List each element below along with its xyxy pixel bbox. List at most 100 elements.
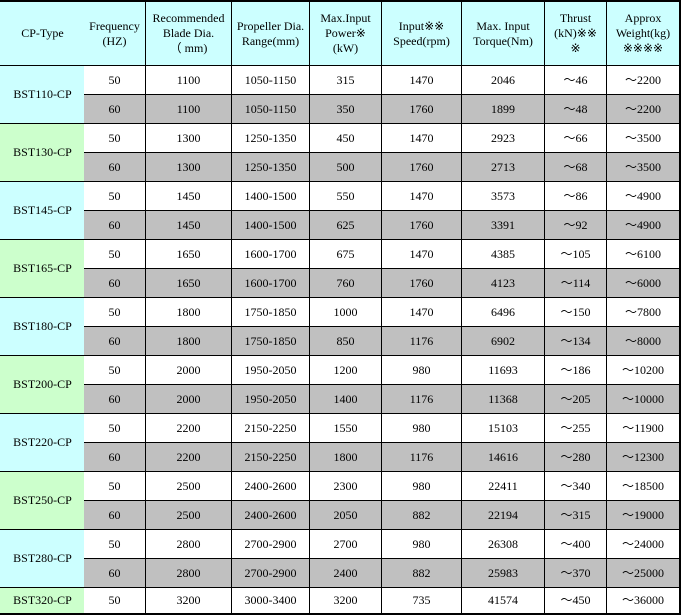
cell-text: Max. Input bbox=[476, 18, 530, 33]
header-cell: CP-Type bbox=[0, 2, 86, 66]
cell-text: 1050-1150 bbox=[244, 101, 297, 116]
data-cell: ～6100 bbox=[607, 240, 681, 269]
cell-text: ～2200 bbox=[624, 72, 661, 87]
data-cell: ～66 bbox=[545, 124, 607, 153]
cell-text: 1800 bbox=[333, 449, 358, 464]
cell-text: ～10000 bbox=[621, 391, 664, 406]
cell-text: 50 bbox=[108, 593, 121, 607]
data-cell: 50 bbox=[84, 298, 146, 327]
data-cell: ～12300 bbox=[607, 443, 681, 472]
cell-text: Approx bbox=[624, 11, 662, 25]
cell-text: ～19000 bbox=[621, 507, 664, 522]
data-cell: 60 bbox=[84, 385, 146, 414]
cell-text: ～6100 bbox=[624, 246, 661, 261]
data-cell: 735 bbox=[382, 588, 462, 615]
cell-text: Propeller Dia. bbox=[236, 18, 305, 33]
data-cell: ～10200 bbox=[607, 356, 681, 385]
data-cell: 14616 bbox=[462, 443, 545, 472]
data-cell: 50 bbox=[84, 66, 146, 95]
cell-text: 22194 bbox=[488, 507, 518, 522]
data-cell: 22411 bbox=[462, 472, 545, 501]
data-cell: ～19000 bbox=[607, 501, 681, 530]
cell-text: Torque(Nm) bbox=[473, 33, 533, 48]
data-cell: ～86 bbox=[545, 182, 607, 211]
cell-text: 60 bbox=[108, 565, 121, 580]
data-cell: 3391 bbox=[462, 211, 545, 240]
data-cell: 1760 bbox=[382, 95, 462, 124]
data-cell: ～105 bbox=[545, 240, 607, 269]
cell-text: 1950-2050 bbox=[244, 362, 297, 377]
cell-text: ～150 bbox=[560, 304, 591, 319]
cell-text: ～48 bbox=[563, 101, 588, 116]
data-cell: ～18500 bbox=[607, 472, 681, 501]
cell-text: ～68 bbox=[563, 159, 588, 174]
data-cell: 50 bbox=[84, 240, 146, 269]
data-cell: 1800 bbox=[146, 327, 232, 356]
data-cell: 2000 bbox=[146, 356, 232, 385]
data-cell: 2050 bbox=[310, 501, 382, 530]
data-cell: 4385 bbox=[462, 240, 545, 269]
cell-text: ～2200 bbox=[624, 101, 661, 116]
cell-text: Speed(rpm) bbox=[393, 33, 450, 48]
cell-text: 2046 bbox=[491, 72, 515, 87]
data-cell: 1950-2050 bbox=[232, 385, 310, 414]
cell-text: 980 bbox=[412, 362, 431, 377]
cell-text: 980 bbox=[412, 478, 431, 493]
data-cell: 1760 bbox=[382, 153, 462, 182]
data-cell: ～92 bbox=[545, 211, 607, 240]
cell-text: 1760 bbox=[409, 159, 434, 174]
cell-text: ～3500 bbox=[624, 130, 661, 145]
data-cell: 1250-1350 bbox=[232, 124, 310, 153]
cell-text: 882 bbox=[412, 565, 431, 580]
data-cell: 50 bbox=[84, 472, 146, 501]
data-cell: 1760 bbox=[382, 211, 462, 240]
cell-text: 1450 bbox=[176, 188, 201, 203]
cell-text: Recommended bbox=[152, 11, 225, 25]
model-cell: BST110-CP bbox=[0, 66, 86, 124]
data-cell: ～6000 bbox=[607, 269, 681, 298]
data-cell: 1050-1150 bbox=[232, 66, 310, 95]
data-cell: 1550 bbox=[310, 414, 382, 443]
cell-text: 2150-2250 bbox=[244, 420, 297, 435]
cell-text: 1400 bbox=[333, 391, 358, 406]
data-cell: ～400 bbox=[545, 530, 607, 559]
data-cell: 2046 bbox=[462, 66, 545, 95]
data-cell: 850 bbox=[310, 327, 382, 356]
header-cell: Approx Weight(kg) ※※※※ bbox=[607, 2, 681, 66]
data-cell: 2300 bbox=[310, 472, 382, 501]
cell-text: BST110-CP bbox=[13, 87, 72, 101]
data-cell: 3200 bbox=[310, 588, 382, 615]
data-cell: 6902 bbox=[462, 327, 545, 356]
cell-text: 1400-1500 bbox=[244, 217, 297, 232]
cell-text: 3200 bbox=[176, 593, 201, 607]
data-cell: 882 bbox=[382, 559, 462, 588]
data-cell: 1250-1350 bbox=[232, 153, 310, 182]
cell-text: 15103 bbox=[488, 420, 518, 435]
data-cell: 3000-3400 bbox=[232, 588, 310, 615]
cell-text: ～315 bbox=[560, 507, 591, 522]
data-cell: 26308 bbox=[462, 530, 545, 559]
cell-text: Thrust bbox=[559, 11, 592, 25]
cell-text: 760 bbox=[336, 275, 355, 290]
cell-text: 2500 bbox=[176, 478, 201, 493]
cell-text: 1760 bbox=[409, 275, 434, 290]
cell-text: 3000-3400 bbox=[244, 593, 297, 607]
cell-text: ～340 bbox=[560, 478, 591, 493]
cell-text: 2400 bbox=[333, 565, 358, 580]
model-cell: BST220-CP bbox=[0, 414, 86, 472]
cell-text: Input※※ bbox=[398, 18, 445, 33]
cell-text: 1470 bbox=[409, 188, 434, 203]
data-cell: ～8000 bbox=[607, 327, 681, 356]
cell-text: 1470 bbox=[409, 246, 434, 261]
header-cell: Max.Input Power※ (kW) bbox=[310, 2, 382, 66]
cell-text: 1550 bbox=[333, 420, 358, 435]
data-cell: 2800 bbox=[146, 559, 232, 588]
data-cell: 50 bbox=[84, 414, 146, 443]
data-cell: 2150-2250 bbox=[232, 414, 310, 443]
data-cell: 1400 bbox=[310, 385, 382, 414]
cell-text: ～18500 bbox=[621, 478, 664, 493]
cell-text: Blade Dia. bbox=[162, 26, 215, 40]
data-cell: 11693 bbox=[462, 356, 545, 385]
cell-text: 50 bbox=[108, 420, 121, 435]
cell-text: BST220-CP bbox=[13, 435, 72, 449]
